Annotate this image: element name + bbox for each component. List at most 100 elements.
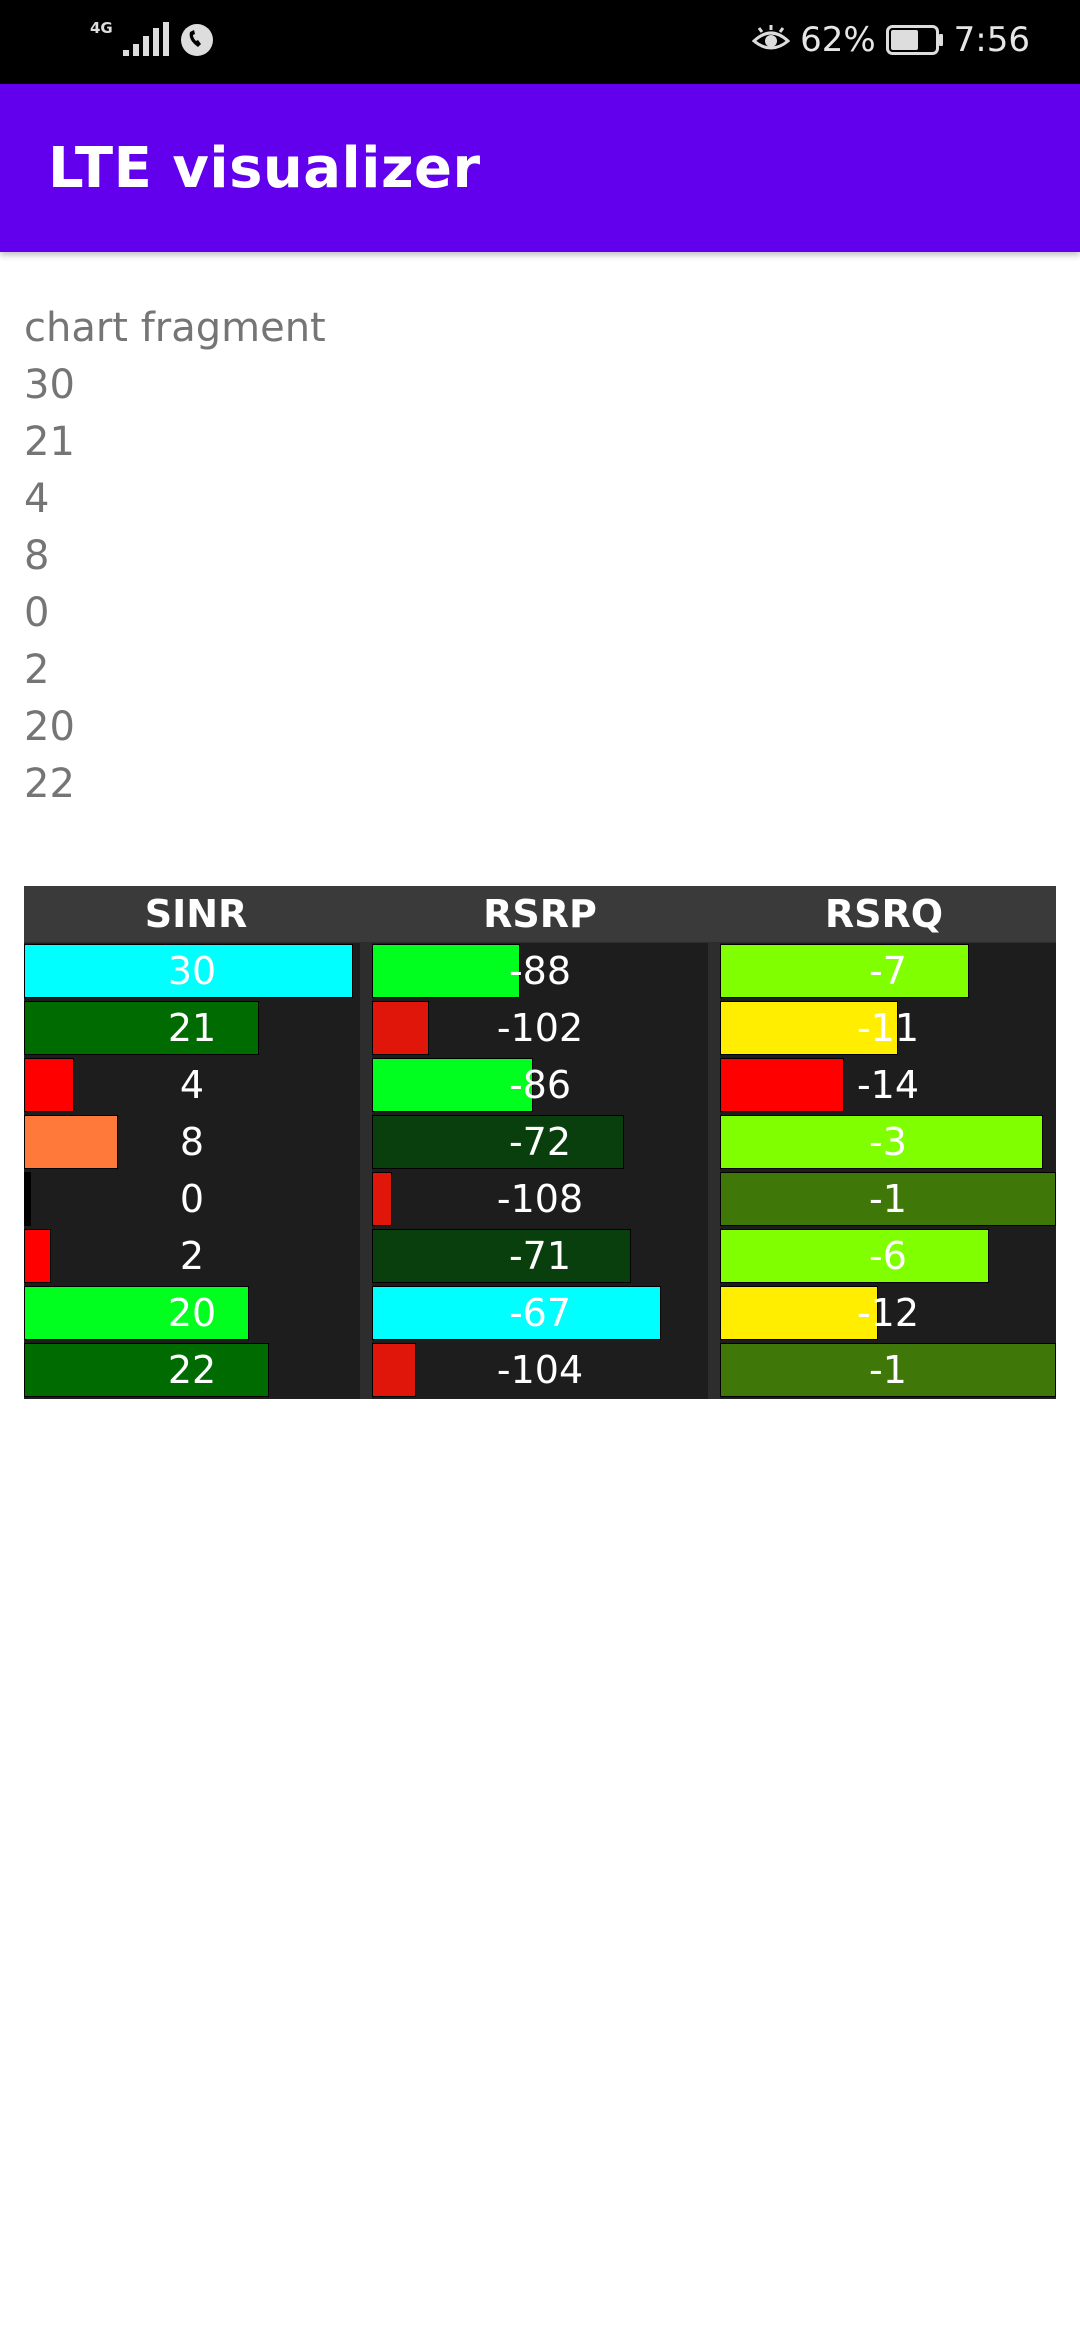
rsrq-value: -12 xyxy=(856,1291,920,1335)
chart-fragment-text: chart fragment 30 21 4 8 0 2 20 22 xyxy=(24,300,326,813)
rsrq-row: -14 xyxy=(720,1057,1056,1114)
rsrq-bar xyxy=(720,1229,989,1283)
sinr-value: 21 xyxy=(167,1006,217,1050)
status-left: 4G xyxy=(90,19,215,58)
sinr-bar xyxy=(24,1172,31,1226)
sinr-bar xyxy=(24,944,353,998)
rsrq-row: -1 xyxy=(720,1342,1056,1399)
sinr-value: 0 xyxy=(179,1177,205,1221)
rsrq-bar xyxy=(720,1001,898,1055)
sinr-bar xyxy=(24,1229,51,1283)
rsrp-bar xyxy=(372,1343,416,1397)
sinr-value: 22 xyxy=(167,1348,217,1392)
rsrp-row: -67 xyxy=(372,1285,708,1342)
sinr-row: 4 xyxy=(24,1057,360,1114)
sinr-value: 8 xyxy=(179,1120,205,1164)
rsrp-row: -102 xyxy=(372,1000,708,1057)
battery-icon xyxy=(885,25,943,55)
rsrq-row: -3 xyxy=(720,1114,1056,1171)
fragment-value: 20 xyxy=(24,704,75,750)
rsrp-row: -108 xyxy=(372,1171,708,1228)
battery-percent: 62% xyxy=(800,20,876,60)
rsrp-row: -86 xyxy=(372,1057,708,1114)
app-bar: LTE visualizer xyxy=(0,84,1080,252)
status-bar: 4G 62% 7:56 xyxy=(0,0,1080,84)
sinr-bar xyxy=(24,1058,74,1112)
rsrp-value: -86 xyxy=(508,1063,572,1107)
header-sinr: SINR xyxy=(144,892,248,936)
header-rsrp: RSRP xyxy=(483,892,597,936)
sinr-column: 30 21 4 8 0 2 20 22 xyxy=(24,943,360,1399)
rsrq-value: -11 xyxy=(856,1006,920,1050)
sinr-row: 22 xyxy=(24,1342,360,1399)
rsrp-value: -108 xyxy=(496,1177,584,1221)
rsrp-bar xyxy=(372,1115,624,1169)
signal-strength-icon xyxy=(122,22,169,56)
rsrp-value: -102 xyxy=(496,1006,584,1050)
rsrq-row: -11 xyxy=(720,1000,1056,1057)
fragment-value: 30 xyxy=(24,362,75,408)
rsrp-row: -88 xyxy=(372,943,708,1000)
fragment-value: 8 xyxy=(24,533,50,579)
sinr-bar xyxy=(24,1343,269,1397)
rsrq-value: -3 xyxy=(869,1120,907,1164)
rsrp-row: -104 xyxy=(372,1342,708,1399)
rsrq-value: -1 xyxy=(869,1348,907,1392)
rsrq-bar xyxy=(720,1115,1043,1169)
rsrp-bar xyxy=(372,944,520,998)
rsrp-bar xyxy=(372,1001,429,1055)
rsrq-row: -7 xyxy=(720,943,1056,1000)
fragment-value: 22 xyxy=(24,761,75,807)
rsrp-value: -71 xyxy=(508,1234,572,1278)
phone-call-icon xyxy=(180,24,213,56)
rsrp-value: -67 xyxy=(508,1291,572,1335)
sinr-row: 2 xyxy=(24,1228,360,1285)
rsrq-column: -7 -11 -14 -3 -1 -6 -12 -1 xyxy=(720,943,1056,1399)
fragment-value: 0 xyxy=(24,590,50,636)
rsrp-value: -72 xyxy=(508,1120,572,1164)
sinr-bar xyxy=(24,1286,249,1340)
sinr-value: 2 xyxy=(179,1234,205,1278)
eye-comfort-icon xyxy=(752,25,791,50)
network-type-label: 4G xyxy=(90,19,113,37)
rsrq-row: -12 xyxy=(720,1285,1056,1342)
lte-signal-table: SINR RSRP RSRQ 30 21 4 8 0 2 20 22 -88 -102 -86 -7… xyxy=(24,886,1056,1399)
sinr-row: 30 xyxy=(24,943,360,1000)
app-title: LTE visualizer xyxy=(48,136,481,201)
sinr-bar xyxy=(24,1115,118,1169)
sinr-row: 8 xyxy=(24,1114,360,1171)
rsrp-bar xyxy=(372,1172,392,1226)
rsrp-column: -88 -102 -86 -72 -108 -71 -67 -104 xyxy=(372,943,708,1399)
rsrq-row: -1 xyxy=(720,1171,1056,1228)
rsrp-bar xyxy=(372,1229,631,1283)
fragment-label: chart fragment xyxy=(24,305,326,351)
sinr-bar xyxy=(24,1001,259,1055)
sinr-row: 0 xyxy=(24,1171,360,1228)
fragment-value: 2 xyxy=(24,647,50,693)
sinr-value: 30 xyxy=(167,949,217,993)
clock-time: 7:56 xyxy=(953,20,1030,60)
fragment-value: 4 xyxy=(24,476,50,522)
rsrq-bar xyxy=(720,1343,1056,1397)
sinr-row: 21 xyxy=(24,1000,360,1057)
rsrq-row: -6 xyxy=(720,1228,1056,1285)
sinr-row: 20 xyxy=(24,1285,360,1342)
table-header: SINR RSRP RSRQ xyxy=(24,886,1056,942)
rsrq-value: -7 xyxy=(869,949,907,993)
rsrq-bar xyxy=(720,1172,1056,1226)
rsrp-row: -72 xyxy=(372,1114,708,1171)
rsrp-row: -71 xyxy=(372,1228,708,1285)
fragment-value: 21 xyxy=(24,419,75,465)
rsrp-bar xyxy=(372,1286,661,1340)
rsrq-value: -14 xyxy=(856,1063,920,1107)
rsrq-bar xyxy=(720,1286,878,1340)
sinr-value: 4 xyxy=(179,1063,205,1107)
sinr-value: 20 xyxy=(167,1291,217,1335)
rsrq-value: -6 xyxy=(869,1234,907,1278)
rsrp-value: -88 xyxy=(508,949,572,993)
rsrp-bar xyxy=(372,1058,533,1112)
rsrq-bar xyxy=(720,1058,844,1112)
rsrq-value: -1 xyxy=(869,1177,907,1221)
rsrq-bar xyxy=(720,944,969,998)
rsrp-value: -104 xyxy=(496,1348,584,1392)
